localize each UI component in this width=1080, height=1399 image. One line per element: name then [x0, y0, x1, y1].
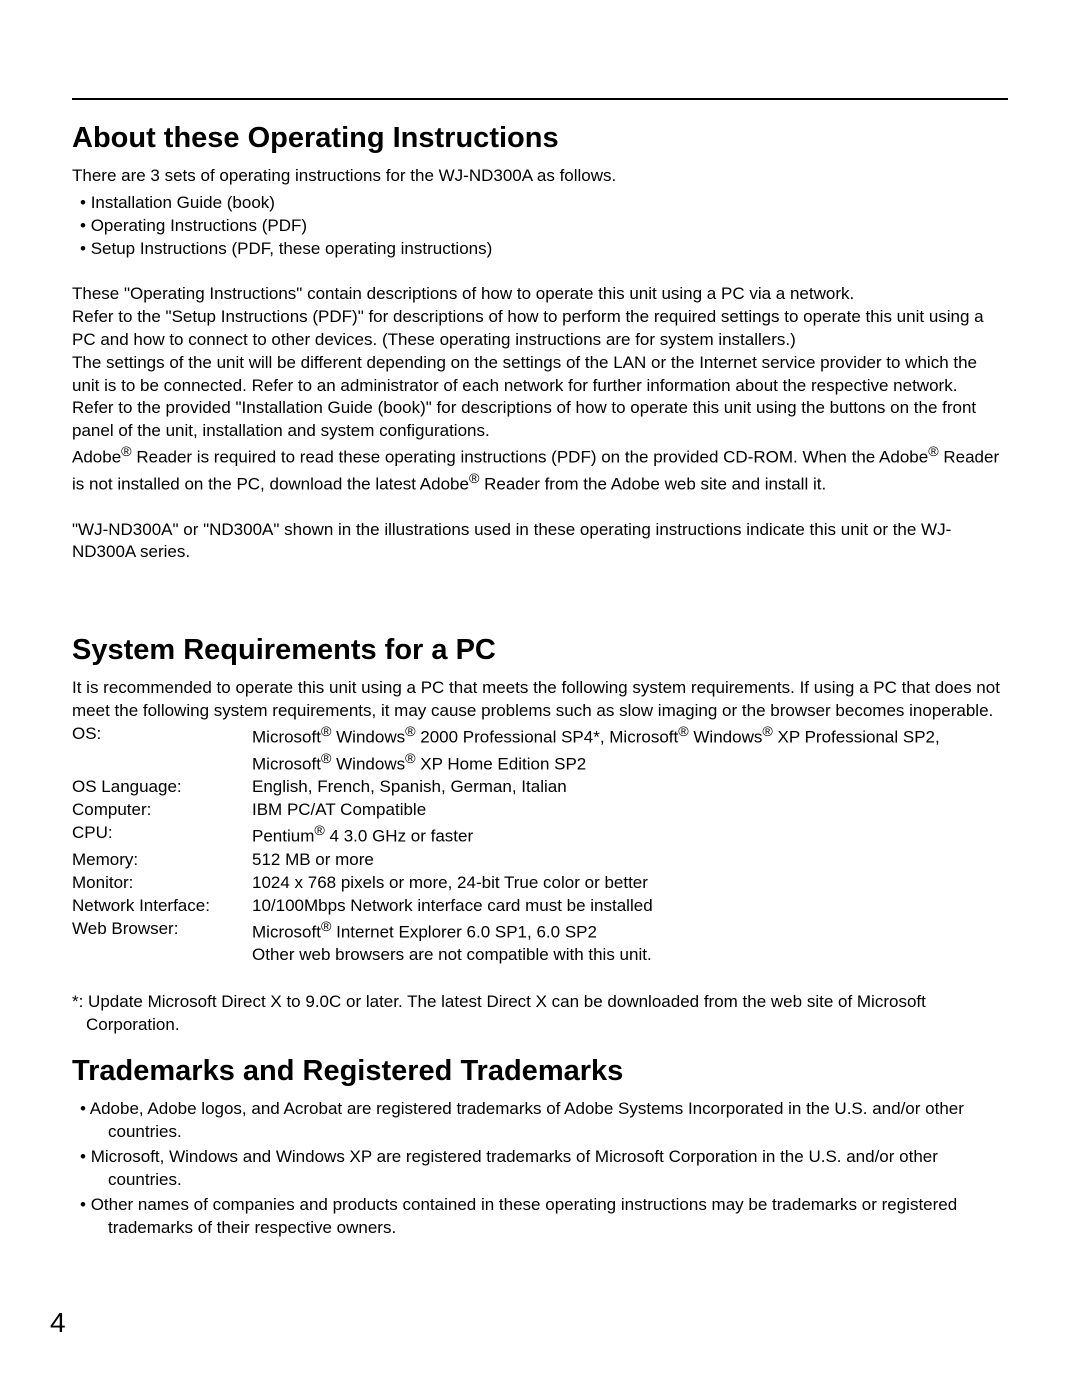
s1-intro: There are 3 sets of operating instructio…	[72, 165, 1008, 188]
registered-mark: ®	[314, 823, 324, 839]
s1-p3: The settings of the unit will be differe…	[72, 352, 1008, 398]
registered-mark: ®	[469, 471, 479, 487]
registered-mark: ®	[321, 751, 331, 767]
s1-p2: Refer to the "Setup Instructions (PDF)" …	[72, 306, 1008, 352]
spec-row-monitor: Monitor: 1024 x 768 pixels or more, 24-b…	[72, 872, 1008, 895]
spec-value: Microsoft® Internet Explorer 6.0 SP1, 6.…	[252, 918, 1008, 968]
spec-label: Network Interface:	[72, 895, 252, 918]
spec-label: OS Language:	[72, 776, 252, 799]
s2-note: *: Update Microsoft Direct X to 9.0C or …	[72, 991, 1008, 1037]
spec-value: IBM PC/AT Compatible	[252, 799, 1008, 822]
heading-about: About these Operating Instructions	[72, 122, 1008, 155]
text: Microsoft	[252, 922, 321, 941]
registered-mark: ®	[928, 444, 938, 460]
s1-list-item: Operating Instructions (PDF)	[94, 215, 1008, 238]
page-number: 4	[50, 1307, 66, 1339]
spec-row-browser: Web Browser: Microsoft® Internet Explore…	[72, 918, 1008, 968]
registered-mark: ®	[121, 444, 131, 460]
text: 4 3.0 GHz or faster	[325, 827, 473, 846]
spec-value: English, French, Spanish, German, Italia…	[252, 776, 1008, 799]
s3-list: Adobe, Adobe logos, and Acrobat are regi…	[72, 1098, 1008, 1240]
s1-p4: Refer to the provided "Installation Guid…	[72, 397, 1008, 443]
text: Internet Explorer 6.0 SP1, 6.0 SP2	[331, 922, 597, 941]
text: Reader is required to read these operati…	[132, 448, 929, 467]
spec-label: Computer:	[72, 799, 252, 822]
spec-row-lang: OS Language: English, French, Spanish, G…	[72, 776, 1008, 799]
spec-label: CPU:	[72, 822, 252, 849]
s1-p5: Adobe® Reader is required to read these …	[72, 443, 1008, 496]
text: Windows	[331, 728, 405, 747]
s1-p6: "WJ-ND300A" or "ND300A" shown in the ill…	[72, 519, 1008, 565]
spec-row-computer: Computer: IBM PC/AT Compatible	[72, 799, 1008, 822]
text: Microsoft	[252, 728, 321, 747]
spec-value: 10/100Mbps Network interface card must b…	[252, 895, 1008, 918]
spec-row-memory: Memory: 512 MB or more	[72, 849, 1008, 872]
spec-label: Web Browser:	[72, 918, 252, 968]
heading-trademarks: Trademarks and Registered Trademarks	[72, 1055, 1008, 1088]
top-rule	[72, 98, 1008, 100]
registered-mark: ®	[321, 724, 331, 740]
s2-intro: It is recommended to operate this unit u…	[72, 677, 1008, 723]
spec-row-cpu: CPU: Pentium® 4 3.0 GHz or faster	[72, 822, 1008, 849]
document-page: About these Operating Instructions There…	[0, 0, 1080, 1240]
s3-list-item: Adobe, Adobe logos, and Acrobat are regi…	[94, 1098, 1008, 1144]
text: Windows	[331, 755, 405, 774]
spec-row-network: Network Interface: 10/100Mbps Network in…	[72, 895, 1008, 918]
text: Adobe	[72, 448, 121, 467]
spec-value: Pentium® 4 3.0 GHz or faster	[252, 822, 1008, 849]
text: Windows	[689, 728, 763, 747]
registered-mark: ®	[321, 919, 331, 935]
text: XP Home Edition SP2	[416, 755, 587, 774]
spec-label: OS:	[72, 723, 252, 776]
text: 2000 Professional SP4*, Microsoft	[416, 728, 679, 747]
s1-list-item: Setup Instructions (PDF, these operating…	[94, 238, 1008, 261]
spec-value: 1024 x 768 pixels or more, 24-bit True c…	[252, 872, 1008, 895]
s1-p1: These "Operating Instructions" contain d…	[72, 283, 1008, 306]
spec-label: Memory:	[72, 849, 252, 872]
text: Other web browsers are not compatible wi…	[252, 945, 652, 964]
s3-list-item: Other names of companies and products co…	[94, 1194, 1008, 1240]
text: Pentium	[252, 827, 314, 846]
heading-requirements: System Requirements for a PC	[72, 634, 1008, 667]
s3-list-item: Microsoft, Windows and Windows XP are re…	[94, 1146, 1008, 1192]
spec-label: Monitor:	[72, 872, 252, 895]
spec-value: Microsoft® Windows® 2000 Professional SP…	[252, 723, 1008, 776]
s1-list-item: Installation Guide (book)	[94, 192, 1008, 215]
spec-table: OS: Microsoft® Windows® 2000 Professiona…	[72, 723, 1008, 967]
registered-mark: ®	[405, 724, 415, 740]
registered-mark: ®	[678, 724, 688, 740]
spec-row-os: OS: Microsoft® Windows® 2000 Professiona…	[72, 723, 1008, 776]
s1-list: Installation Guide (book) Operating Inst…	[72, 192, 1008, 261]
spec-value: 512 MB or more	[252, 849, 1008, 872]
text: Reader from the Adobe web site and insta…	[479, 475, 826, 494]
registered-mark: ®	[762, 724, 772, 740]
registered-mark: ®	[405, 751, 415, 767]
